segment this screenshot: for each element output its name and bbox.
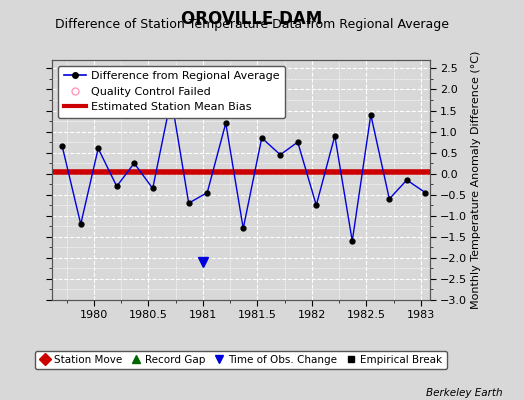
Legend: Station Move, Record Gap, Time of Obs. Change, Empirical Break: Station Move, Record Gap, Time of Obs. C… bbox=[35, 351, 447, 369]
Text: Berkeley Earth: Berkeley Earth bbox=[427, 388, 503, 398]
Text: OROVILLE DAM: OROVILLE DAM bbox=[181, 10, 322, 28]
Legend: Difference from Regional Average, Quality Control Failed, Estimated Station Mean: Difference from Regional Average, Qualit… bbox=[58, 66, 286, 118]
Y-axis label: Monthly Temperature Anomaly Difference (°C): Monthly Temperature Anomaly Difference (… bbox=[472, 51, 482, 309]
Text: Difference of Station Temperature Data from Regional Average: Difference of Station Temperature Data f… bbox=[54, 18, 449, 31]
